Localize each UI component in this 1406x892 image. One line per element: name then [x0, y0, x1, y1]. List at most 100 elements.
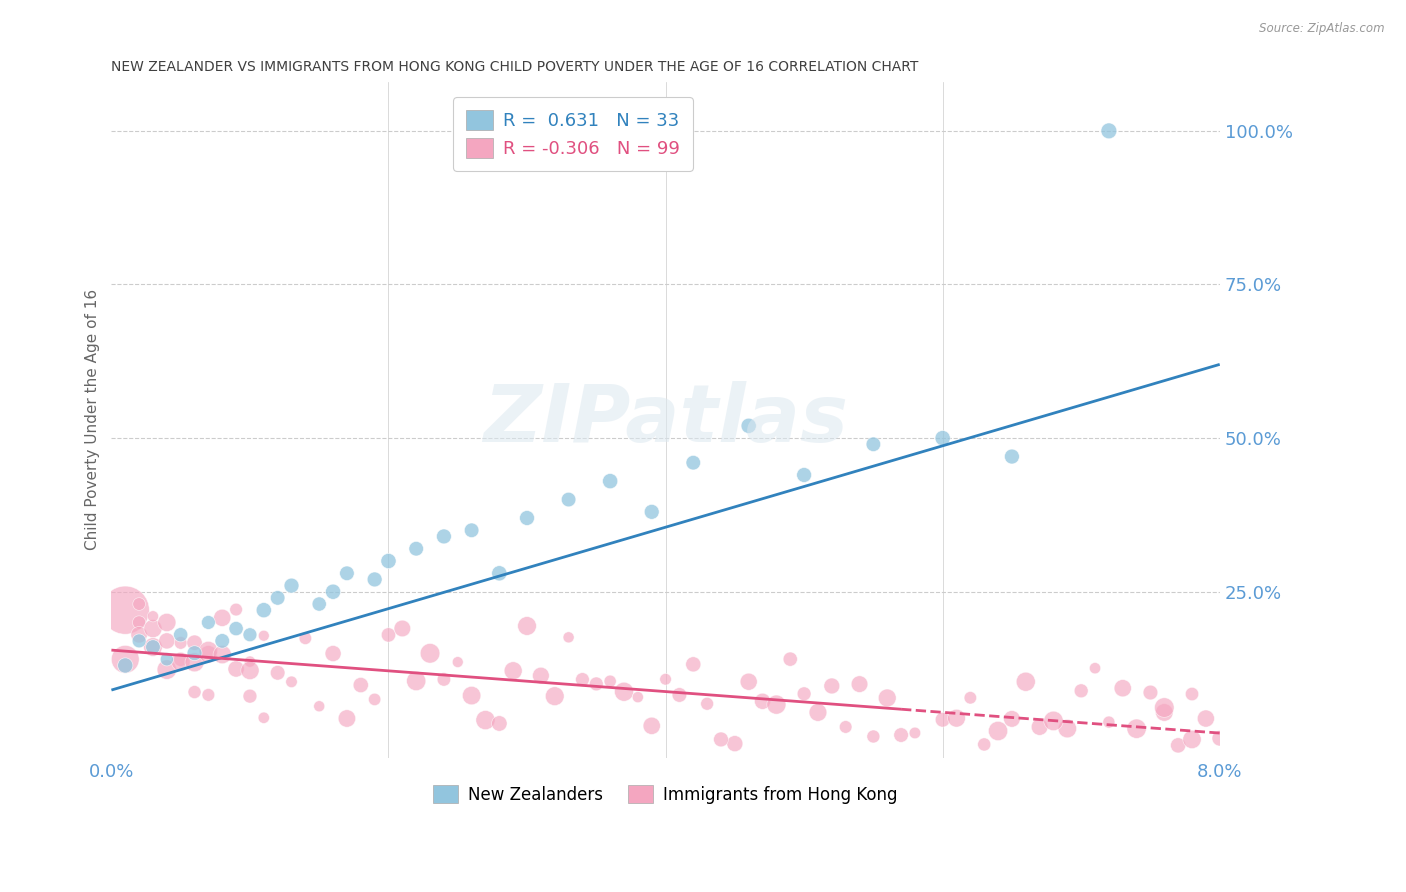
Point: [156, 652, 179, 666]
Text: ZIPatlas: ZIPatlas: [484, 381, 848, 458]
Point: [211, 648, 233, 662]
Point: [170, 652, 193, 666]
Point: [294, 632, 316, 646]
Point: [128, 633, 150, 648]
Point: [225, 662, 247, 676]
Point: [128, 628, 150, 642]
Point: [239, 628, 262, 642]
Point: [627, 690, 650, 705]
Point: [1181, 687, 1204, 701]
Point: [1195, 712, 1218, 726]
Point: [1015, 674, 1038, 689]
Point: [322, 584, 344, 599]
Point: [170, 628, 193, 642]
Point: [142, 622, 165, 636]
Point: [682, 456, 704, 470]
Point: [239, 689, 262, 703]
Point: [710, 732, 733, 747]
Point: [183, 655, 205, 669]
Point: [668, 688, 690, 702]
Point: [613, 684, 636, 698]
Point: [973, 738, 995, 752]
Point: [1042, 714, 1064, 728]
Point: [557, 492, 579, 507]
Point: [1028, 720, 1050, 734]
Point: [585, 677, 607, 691]
Point: [266, 665, 288, 680]
Point: [848, 677, 870, 691]
Point: [931, 713, 953, 727]
Point: [1001, 450, 1024, 464]
Point: [142, 640, 165, 654]
Point: [571, 673, 593, 687]
Point: [1153, 706, 1175, 720]
Point: [1001, 712, 1024, 726]
Point: [641, 719, 664, 733]
Point: [724, 737, 747, 751]
Point: [1139, 685, 1161, 699]
Point: [280, 578, 302, 592]
Point: [821, 679, 844, 693]
Point: [156, 663, 179, 677]
Point: [336, 566, 359, 581]
Point: [793, 467, 815, 482]
Point: [377, 554, 399, 568]
Point: [363, 573, 385, 587]
Point: [1070, 683, 1092, 698]
Point: [890, 728, 912, 742]
Point: [862, 437, 884, 451]
Legend: New Zealanders, Immigrants from Hong Kong: New Zealanders, Immigrants from Hong Kon…: [423, 775, 908, 814]
Point: [807, 706, 830, 720]
Point: [488, 566, 510, 581]
Point: [350, 678, 373, 692]
Point: [211, 633, 233, 648]
Point: [266, 591, 288, 605]
Point: [405, 673, 427, 688]
Point: [225, 622, 247, 636]
Point: [197, 688, 219, 702]
Text: NEW ZEALANDER VS IMMIGRANTS FROM HONG KONG CHILD POVERTY UNDER THE AGE OF 16 COR: NEW ZEALANDER VS IMMIGRANTS FROM HONG KO…: [111, 60, 918, 74]
Point: [377, 628, 399, 642]
Point: [460, 523, 482, 537]
Point: [516, 619, 538, 633]
Point: [1153, 700, 1175, 714]
Point: [1112, 681, 1135, 696]
Point: [128, 597, 150, 611]
Point: [239, 655, 262, 669]
Y-axis label: Child Poverty Under the Age of 16: Child Poverty Under the Age of 16: [86, 289, 100, 550]
Point: [654, 672, 676, 686]
Point: [1098, 715, 1121, 730]
Point: [599, 674, 621, 689]
Text: Source: ZipAtlas.com: Source: ZipAtlas.com: [1260, 22, 1385, 36]
Point: [170, 636, 193, 650]
Point: [737, 674, 759, 689]
Point: [959, 690, 981, 705]
Point: [197, 615, 219, 630]
Point: [253, 711, 276, 725]
Point: [516, 511, 538, 525]
Point: [211, 611, 233, 625]
Point: [1209, 731, 1232, 746]
Point: [433, 529, 456, 543]
Point: [751, 694, 773, 708]
Point: [1125, 722, 1147, 736]
Point: [322, 647, 344, 661]
Point: [447, 655, 470, 669]
Point: [308, 597, 330, 611]
Point: [904, 726, 927, 740]
Point: [114, 603, 136, 617]
Point: [156, 615, 179, 630]
Point: [280, 674, 302, 689]
Point: [737, 418, 759, 433]
Point: [931, 431, 953, 445]
Point: [197, 648, 219, 662]
Point: [599, 474, 621, 488]
Point: [391, 622, 413, 636]
Point: [862, 730, 884, 744]
Point: [419, 646, 441, 660]
Point: [1181, 732, 1204, 747]
Point: [779, 652, 801, 666]
Point: [114, 658, 136, 673]
Point: [834, 720, 856, 734]
Point: [1084, 661, 1107, 675]
